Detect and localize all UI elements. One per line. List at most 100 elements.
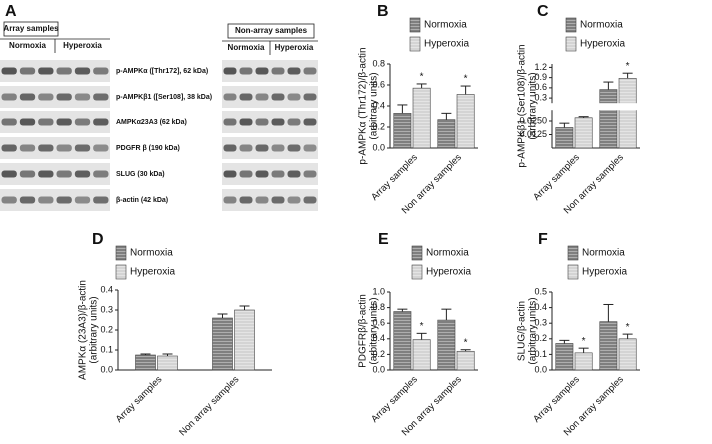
- legend-label: Normoxia: [424, 20, 467, 31]
- y-tick-label: 0.0: [372, 142, 385, 152]
- blot-band: [287, 93, 301, 101]
- bar: [456, 350, 475, 371]
- panel-label: D: [92, 231, 104, 248]
- blot-band: [19, 93, 36, 101]
- protein-label: p-AMPKβ1 ([Ser108], 38 kDa): [116, 94, 212, 101]
- blot-strip: [222, 111, 318, 133]
- blot-strip: [0, 111, 110, 133]
- bar-chart: D 0.0 0.1 0.2 0.3 0.4 AMPKα (23A3)/β-actin (arb…: [78, 231, 272, 438]
- y-tick-label: 0.0: [100, 364, 113, 374]
- legend-label: Hyperoxia: [130, 267, 175, 278]
- legend-swatch: [115, 245, 127, 261]
- blot-band: [223, 67, 237, 75]
- blot-band: [38, 67, 54, 75]
- y-tick-label: 1.2: [534, 62, 547, 72]
- blot-band: [255, 144, 269, 152]
- blot-band: [255, 196, 269, 204]
- error-bar: [239, 305, 250, 310]
- legend-swatch: [409, 17, 421, 33]
- error-bar: [441, 308, 452, 321]
- bar: [599, 89, 618, 149]
- legend-swatch: [409, 36, 421, 52]
- bar: [456, 94, 475, 149]
- error-bar: [622, 333, 633, 339]
- bar: [412, 339, 431, 371]
- blot-band: [93, 67, 109, 75]
- y-tick-label: 0.8: [372, 58, 385, 68]
- bar: [574, 352, 593, 371]
- y-axis-label: AMPKα (23A3)/β-actin: [78, 280, 89, 380]
- blot-band: [1, 67, 17, 75]
- blot-strip: [222, 60, 318, 82]
- blot-band: [303, 67, 317, 75]
- legend-label: Hyperoxia: [424, 39, 469, 50]
- y-tick-label: 0.1: [100, 344, 113, 354]
- blot-band: [271, 170, 285, 178]
- significance-marker: *: [420, 321, 424, 332]
- error-bar: [460, 85, 471, 95]
- legend-label: Normoxia: [580, 20, 623, 31]
- blot-title-box: [227, 23, 315, 39]
- x-tick-label: Array samples: [114, 374, 165, 425]
- bar-chart: F 0.0 0.1 0.2 0.3 0.4 0.5 SLUG/β-actin (arbitrar…: [517, 231, 640, 438]
- blot-title-box: [3, 21, 59, 37]
- protein-label: AMPKα23A3 (62 kDa): [116, 119, 187, 126]
- y-axis-label: (arbitrary units): [89, 296, 100, 363]
- legend-label: Normoxia: [582, 248, 625, 259]
- bar-chart: C 0.0125 0.0250 0.30.60.91.2 p-AMPKβ1 (Ser10…: [517, 3, 642, 216]
- error-bar: [622, 72, 633, 79]
- blot-strip: [222, 137, 318, 159]
- blot-band: [303, 118, 317, 126]
- blot-band: [271, 196, 285, 204]
- blot-band: [38, 118, 54, 126]
- blot-band: [1, 93, 17, 101]
- error-bar: [460, 349, 471, 352]
- protein-label: β-actin (42 kDa): [116, 197, 168, 204]
- blot-band: [19, 196, 36, 204]
- blot-band: [271, 93, 285, 101]
- bar: [135, 354, 156, 371]
- bar: [157, 355, 178, 371]
- legend-swatch: [115, 264, 127, 280]
- legend-swatch: [565, 36, 577, 52]
- y-tick-label: 0.1: [534, 349, 547, 359]
- blot-strip: [0, 163, 110, 185]
- blot-band: [255, 67, 269, 75]
- blot-band: [255, 93, 269, 101]
- legend-label: Hyperoxia: [426, 267, 471, 278]
- y-tick-label: 0.6: [372, 79, 385, 89]
- y-tick-label: 0.0125: [519, 129, 547, 139]
- blot-band: [287, 67, 301, 75]
- blot-band: [1, 196, 17, 204]
- blot-band: [255, 170, 269, 178]
- blot-band: [38, 144, 54, 152]
- blot-band: [303, 93, 317, 101]
- significance-marker: *: [464, 337, 468, 348]
- blot-band: [38, 170, 54, 178]
- significance-marker: *: [464, 74, 468, 85]
- significance-marker: *: [626, 322, 630, 333]
- blot-strip: [222, 86, 318, 108]
- protein-label: PDGFR β (190 kDa): [116, 145, 180, 152]
- blot-band: [38, 196, 54, 204]
- legend-label: Normoxia: [426, 248, 469, 259]
- blot-band: [223, 93, 237, 101]
- error-bar: [397, 308, 408, 312]
- blot-band: [56, 93, 72, 101]
- blot-band: [38, 93, 54, 101]
- blot-band: [74, 67, 91, 75]
- y-tick-label: 0.3: [534, 92, 547, 102]
- blot-strip: [0, 189, 110, 211]
- legend-label: Hyperoxia: [582, 267, 627, 278]
- y-tick-label: 0.0: [372, 364, 385, 374]
- blot-band: [223, 170, 237, 178]
- error-bar: [603, 303, 614, 322]
- blot-band: [93, 93, 109, 101]
- bar: [412, 87, 431, 149]
- blot-band: [1, 170, 17, 178]
- blot-band: [239, 118, 253, 126]
- y-tick-label: 0.3: [100, 304, 113, 314]
- blot-strip: [0, 137, 110, 159]
- bar: [212, 317, 233, 371]
- significance-marker: *: [626, 61, 630, 72]
